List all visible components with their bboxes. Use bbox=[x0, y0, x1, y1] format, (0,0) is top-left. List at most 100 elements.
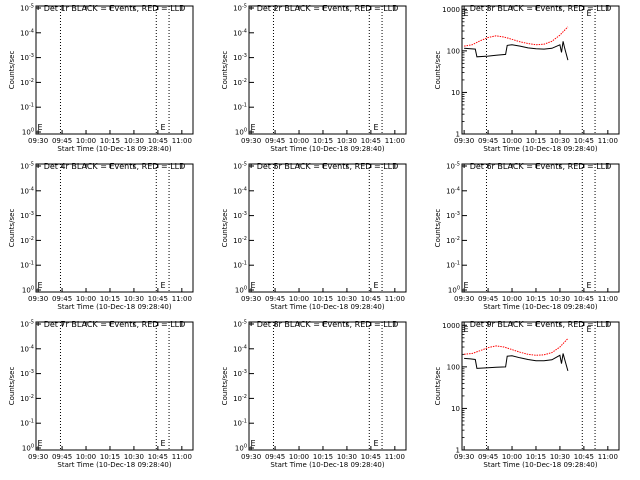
chart-title: Det 4r BLACK = Events, RED = LLD bbox=[44, 162, 186, 171]
x-tick-label: 10:00 bbox=[502, 453, 522, 461]
y-axis-title: Counts/sec bbox=[8, 209, 16, 248]
x-axis-title: Start Time (10-Dec-18 09:28:40) bbox=[483, 461, 597, 469]
event-marker: E bbox=[464, 325, 469, 334]
event-marker: E bbox=[160, 281, 165, 290]
y-tick-label: 10-2 bbox=[20, 78, 34, 87]
x-tick-label: 10:30 bbox=[550, 137, 570, 145]
y-tick-label: 10-1 bbox=[233, 103, 247, 112]
x-tick-label: 11:00 bbox=[385, 295, 405, 303]
x-tick-label: 11:00 bbox=[598, 295, 618, 303]
x-tick-label: 10:45 bbox=[148, 295, 168, 303]
x-tick-label: 10:00 bbox=[76, 295, 96, 303]
plot-frame bbox=[35, 5, 194, 135]
x-tick-label: 09:45 bbox=[265, 453, 285, 461]
x-axis-title: Start Time (10-Dec-18 09:28:40) bbox=[57, 145, 171, 153]
x-tick-label: 09:30 bbox=[28, 137, 48, 145]
x-tick-label: 11:00 bbox=[172, 137, 192, 145]
x-tick-label: 11:00 bbox=[598, 137, 618, 145]
y-axis-title: Counts/sec bbox=[221, 367, 229, 406]
y-tick-label: 100 bbox=[235, 286, 247, 295]
x-axis-title: Start Time (10-Dec-18 09:28:40) bbox=[57, 461, 171, 469]
y-tick-label: 10-1 bbox=[20, 103, 34, 112]
x-tick-label: 10:00 bbox=[502, 137, 522, 145]
x-tick-label: 10:15 bbox=[313, 137, 333, 145]
y-tick-label: 10-5 bbox=[233, 320, 247, 329]
x-tick-label: 10:15 bbox=[313, 453, 333, 461]
event-marker: E bbox=[38, 439, 43, 448]
event-marker: E bbox=[464, 281, 469, 290]
y-axis-title: Counts/sec bbox=[221, 209, 229, 248]
x-axis-title: Start Time (10-Dec-18 09:28:40) bbox=[270, 303, 384, 311]
x-tick-label: 10:30 bbox=[550, 453, 570, 461]
x-tick-label: 09:45 bbox=[478, 295, 498, 303]
y-tick-label: 10-5 bbox=[20, 162, 34, 171]
plot-frame bbox=[248, 321, 407, 451]
event-marker: E bbox=[586, 325, 591, 334]
y-axis-title: Counts/sec bbox=[8, 51, 16, 90]
y-tick-label: 1000 bbox=[442, 322, 460, 330]
y-tick-label: 10-1 bbox=[20, 261, 34, 270]
x-tick-label: 10:00 bbox=[502, 295, 522, 303]
y-tick-label: 10-4 bbox=[20, 344, 34, 353]
series-line-1 bbox=[464, 338, 569, 356]
x-tick-label: 10:45 bbox=[361, 295, 381, 303]
x-tick-label: 09:30 bbox=[241, 453, 261, 461]
x-tick-label: 10:15 bbox=[100, 453, 120, 461]
x-tick-label: 10:30 bbox=[124, 295, 144, 303]
x-tick-label: 10:15 bbox=[100, 137, 120, 145]
y-tick-label: 10-5 bbox=[233, 4, 247, 13]
plot-frame bbox=[248, 5, 407, 135]
x-axis-title: Start Time (10-Dec-18 09:28:40) bbox=[57, 303, 171, 311]
y-tick-label: 10-4 bbox=[233, 28, 247, 37]
y-tick-label: 1 bbox=[456, 131, 460, 139]
chart-panel-2: Det 2r BLACK = Events, RED = LLD 09:30 09:… bbox=[221, 4, 407, 153]
x-tick-label: 09:45 bbox=[478, 137, 498, 145]
event-marker: E bbox=[373, 281, 378, 290]
chart-panel-3: Det 3r BLACK = Events, RED = LLD 09:30 09:… bbox=[434, 4, 620, 153]
y-tick-label: 10 bbox=[451, 405, 460, 413]
x-tick-label: 09:30 bbox=[454, 453, 474, 461]
y-tick-label: 10-4 bbox=[20, 28, 34, 37]
y-tick-label: 100 bbox=[22, 286, 34, 295]
y-axis-title: Counts/sec bbox=[434, 209, 442, 248]
event-marker: E bbox=[373, 439, 378, 448]
x-tick-label: 10:00 bbox=[289, 453, 309, 461]
event-marker: E bbox=[160, 439, 165, 448]
x-tick-label: 09:30 bbox=[28, 453, 48, 461]
plot-frame bbox=[35, 163, 194, 293]
chart-title: Det 7r BLACK = Events, RED = LLD bbox=[44, 320, 186, 329]
event-marker: E bbox=[160, 123, 165, 132]
y-tick-label: 10-2 bbox=[446, 236, 460, 245]
x-tick-label: 10:45 bbox=[361, 453, 381, 461]
x-tick-label: 11:00 bbox=[385, 453, 405, 461]
x-tick-label: 10:15 bbox=[526, 295, 546, 303]
y-tick-label: 10-2 bbox=[233, 394, 247, 403]
y-tick-label: 10-2 bbox=[233, 236, 247, 245]
y-tick-label: 10-5 bbox=[446, 162, 460, 171]
y-tick-label: 10-3 bbox=[233, 53, 247, 62]
x-tick-label: 11:00 bbox=[172, 453, 192, 461]
x-tick-label: 09:45 bbox=[52, 453, 72, 461]
chart-panel-6: Det 6r BLACK = Events, RED = LLD 09:30 09:… bbox=[434, 162, 620, 311]
y-tick-label: 10-4 bbox=[233, 186, 247, 195]
y-tick-label: 100 bbox=[447, 363, 460, 371]
event-marker: E bbox=[373, 123, 378, 132]
y-tick-label: 10-1 bbox=[446, 261, 460, 270]
y-tick-label: 10-3 bbox=[233, 369, 247, 378]
y-tick-label: 1 bbox=[456, 447, 460, 455]
x-axis-title: Start Time (10-Dec-18 09:28:40) bbox=[270, 461, 384, 469]
x-tick-label: 10:45 bbox=[574, 295, 594, 303]
event-marker: E bbox=[586, 281, 591, 290]
x-tick-label: 10:45 bbox=[574, 137, 594, 145]
chart-title: Det 9r BLACK = Events, RED = LLD bbox=[470, 320, 612, 329]
x-tick-label: 09:45 bbox=[52, 295, 72, 303]
y-tick-label: 100 bbox=[235, 128, 247, 137]
x-tick-label: 10:30 bbox=[337, 137, 357, 145]
event-marker: E bbox=[464, 9, 469, 18]
x-tick-label: 09:30 bbox=[28, 295, 48, 303]
x-tick-label: 10:45 bbox=[361, 137, 381, 145]
chart-title: Det 5r BLACK = Events, RED = LLD bbox=[257, 162, 399, 171]
x-tick-label: 09:30 bbox=[241, 295, 261, 303]
x-tick-label: 10:45 bbox=[148, 137, 168, 145]
